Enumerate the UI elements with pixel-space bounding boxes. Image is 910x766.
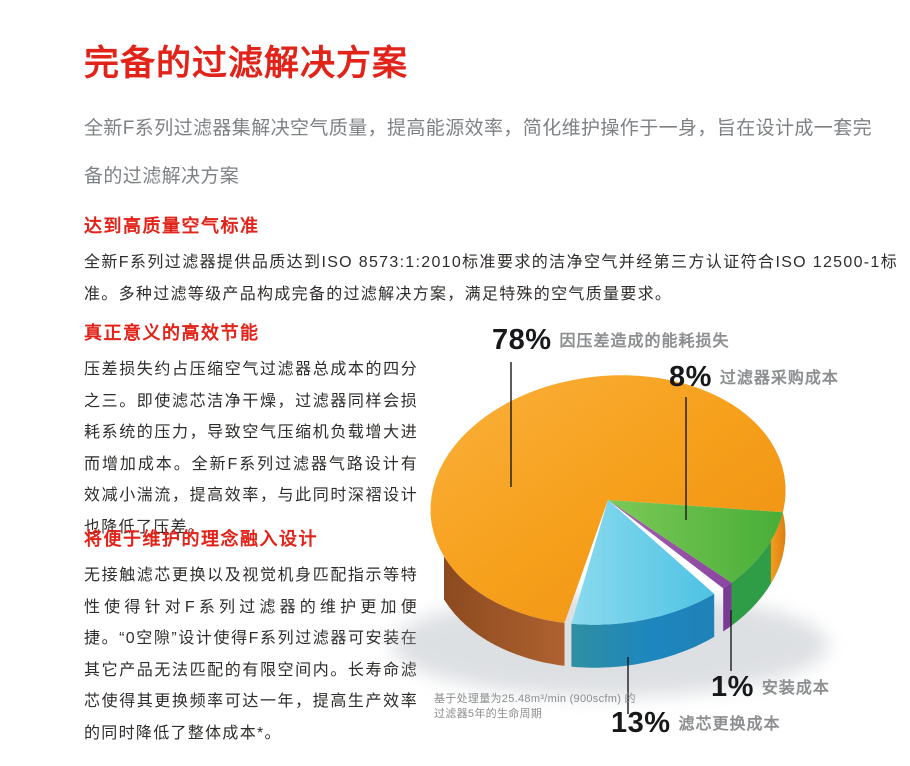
section-body: 压差损失约占压缩空气过滤器总成本的四分之三。即使滤芯洁净干燥，过滤器同样会损耗系…	[84, 361, 418, 536]
pie-slice-green	[608, 500, 783, 583]
callout-pct: 78%	[492, 324, 552, 356]
pie-rim-purple	[723, 582, 732, 632]
section-maintenance-design: 将便于维护的理念融入设计 无接触滤芯更换以及视觉机身匹配指示等特性使得针对F系列…	[84, 525, 418, 749]
pie-slice-cyan	[571, 500, 715, 625]
callout-label: 因压差造成的能耗损失	[559, 333, 730, 350]
callout-label: 滤芯更换成本	[678, 716, 781, 733]
section-heading: 真正意义的高效节能	[84, 323, 260, 343]
pie-rim-cyan	[571, 593, 715, 668]
section-body: 无接触滤芯更换以及视觉机身匹配指示等特性使得针对F系列过滤器的维护更加便捷。“0…	[84, 567, 418, 742]
callout-energy-loss: 78% 因压差造成的能耗损失	[492, 324, 730, 357]
pie-slice-purple	[608, 500, 732, 589]
section-heading: 达到高质量空气标准	[84, 216, 260, 236]
page-subtitle: 全新F系列过滤器集解决空气质量，提高能源效率，简化维护操作于一身，旨在设计成一套…	[84, 118, 873, 187]
callout-filter-purchase: 8% 过滤器采购成本	[669, 361, 839, 394]
section-air-quality: 达到高质量空气标准 全新F系列过滤器提供品质达到ISO 8573:1:2010标…	[84, 212, 898, 310]
pie-rim-orange-left	[444, 556, 565, 666]
callout-label: 过滤器采购成本	[719, 370, 839, 387]
section-body: 全新F系列过滤器提供品质达到ISO 8573:1:2010标准要求的洁净空气并经…	[84, 254, 898, 303]
chart-footnote: 基于处理量为25.48m³/min (900scfm) 的 过滤器5年的生命周期	[434, 693, 636, 720]
callout-pct: 8%	[669, 361, 712, 393]
page-title: 完备的过滤解决方案	[84, 44, 409, 84]
section-heading: 将便于维护的理念融入设计	[84, 529, 318, 549]
callout-installation: 1% 安装成本	[711, 671, 830, 704]
callout-pct: 1%	[711, 671, 754, 703]
pie-rim-green	[731, 512, 783, 626]
pie-slice-orange	[430, 375, 786, 623]
section-energy-saving: 真正意义的高效节能 压差损失约占压缩空气过滤器总成本的四分之三。即使滤芯洁净干燥…	[84, 319, 418, 543]
callout-pct: 13%	[611, 707, 671, 739]
callout-element-replacement: 13% 滤芯更换成本	[611, 707, 781, 740]
callout-label: 安装成本	[761, 680, 830, 697]
